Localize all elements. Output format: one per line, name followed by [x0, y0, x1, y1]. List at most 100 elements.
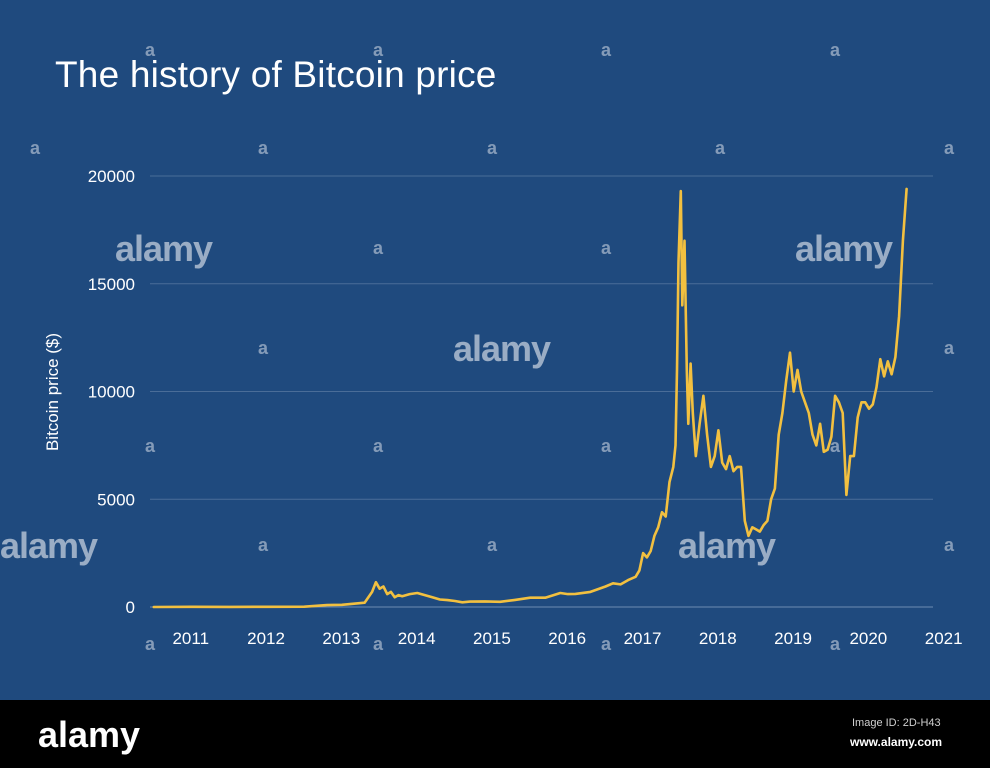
- watermark-mark: a: [715, 138, 726, 158]
- data-point: [872, 403, 874, 406]
- data-point: [589, 591, 592, 593]
- data-point: [689, 362, 692, 365]
- data-point: [875, 386, 878, 389]
- data-point: [672, 466, 675, 468]
- y-tick-label: 15000: [88, 275, 135, 294]
- watermark-mark: a: [487, 535, 498, 555]
- data-point: [619, 583, 622, 586]
- data-point: [736, 466, 739, 468]
- data-point: [898, 315, 900, 317]
- data-point: [770, 498, 772, 501]
- data-point: [397, 594, 400, 596]
- chart-title: The history of Bitcoin price: [55, 54, 497, 95]
- data-point: [664, 515, 667, 518]
- data-point: [721, 461, 723, 464]
- data-point: [706, 433, 708, 436]
- data-point: [777, 433, 780, 436]
- watermark-mark: a: [601, 238, 612, 258]
- watermark-logo: alamy: [453, 328, 551, 369]
- footer-url: www.alamy.com: [850, 735, 943, 749]
- data-point: [676, 369, 678, 371]
- data-point: [860, 401, 863, 404]
- data-point: [484, 600, 486, 603]
- y-tick-label: 0: [126, 598, 135, 617]
- data-point: [890, 373, 893, 376]
- watermark-mark: a: [487, 138, 498, 158]
- data-points: [153, 188, 908, 608]
- image-id: Image ID: 2D-H43: [852, 717, 941, 729]
- data-point: [604, 585, 607, 588]
- watermark-mark: a: [944, 338, 955, 358]
- y-tick-labels: 0 5000 10000 15000 20000: [88, 167, 135, 617]
- data-point: [424, 594, 426, 596]
- data-point: [796, 369, 799, 371]
- data-point: [657, 526, 659, 529]
- data-point: [544, 596, 547, 599]
- data-point: [228, 606, 230, 608]
- x-tick-label: 2019: [774, 629, 812, 648]
- data-point: [529, 596, 531, 599]
- data-point: [747, 535, 750, 537]
- data-point: [808, 412, 810, 414]
- data-point: [265, 606, 268, 608]
- x-tick-label: 2021: [925, 629, 963, 648]
- data-point: [785, 379, 787, 382]
- x-tick-label: 2018: [699, 629, 737, 648]
- data-point: [887, 360, 889, 363]
- data-point: [431, 596, 434, 599]
- data-point: [190, 606, 193, 608]
- data-point: [826, 448, 829, 451]
- data-point: [646, 556, 648, 559]
- data-point: [894, 356, 897, 358]
- watermark-mark: a: [145, 436, 156, 456]
- x-tick-label: 2016: [548, 629, 586, 648]
- watermark-mark: a: [601, 634, 612, 654]
- data-point: [439, 598, 441, 601]
- data-point: [341, 604, 343, 606]
- data-point: [732, 470, 735, 473]
- x-tick-label: 2014: [398, 629, 436, 648]
- data-point: [879, 358, 882, 361]
- data-point: [681, 304, 684, 307]
- footer-logo: alamy: [38, 714, 141, 755]
- data-point: [849, 455, 851, 457]
- data-point: [759, 530, 761, 533]
- data-point: [868, 407, 870, 410]
- data-point: [378, 587, 381, 590]
- data-point: [695, 455, 697, 457]
- data-point: [725, 468, 727, 470]
- watermark-mark: a: [830, 634, 841, 654]
- data-point: [153, 606, 155, 608]
- data-point: [416, 592, 419, 594]
- y-axis-label: Bitcoin price ($): [43, 333, 62, 451]
- data-point: [683, 239, 686, 242]
- watermark-mark: a: [373, 238, 384, 258]
- watermark-mark: a: [258, 535, 269, 555]
- data-point: [804, 401, 806, 404]
- data-point: [612, 582, 614, 585]
- x-tick-labels: 2011 2012 2013 2014 2015 2016 2017 2018 2019 2020…: [172, 629, 962, 648]
- data-point: [838, 401, 840, 404]
- watermark-mark: a: [601, 40, 612, 60]
- watermark-mark: a: [145, 40, 156, 60]
- data-point: [841, 412, 844, 414]
- x-tick-label: 2011: [172, 629, 209, 648]
- data-point: [830, 436, 833, 438]
- x-tick-label: 2012: [247, 629, 285, 648]
- data-point: [686, 369, 688, 371]
- data-point: [845, 494, 848, 496]
- data-point: [668, 481, 671, 483]
- data-point: [638, 569, 641, 572]
- data-point: [905, 188, 908, 190]
- x-tick-label: 2017: [624, 629, 662, 648]
- watermark-logo: alamy: [678, 525, 776, 566]
- data-point: [326, 604, 328, 606]
- watermark-mark: a: [30, 138, 41, 158]
- data-point: [710, 466, 712, 468]
- data-point: [811, 433, 814, 436]
- data-point: [819, 423, 821, 425]
- data-point: [627, 579, 629, 581]
- watermark-mark: a: [944, 138, 955, 158]
- data-point: [728, 455, 731, 457]
- data-point: [717, 429, 720, 432]
